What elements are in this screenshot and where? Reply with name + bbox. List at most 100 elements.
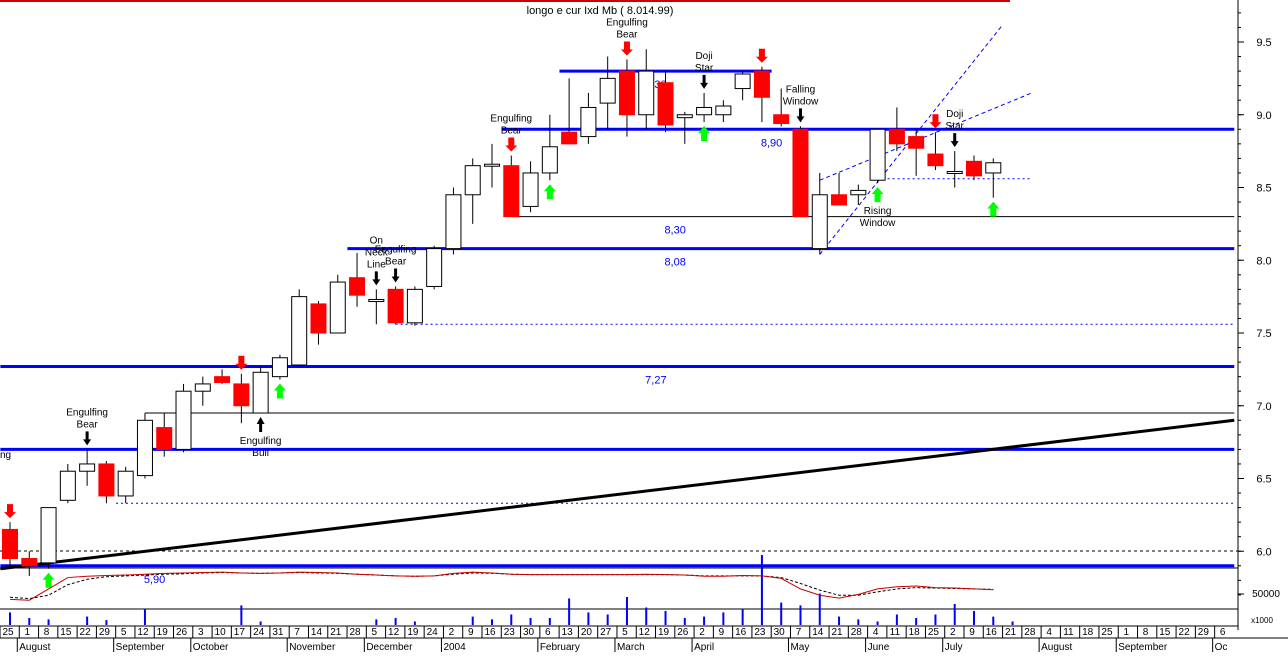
x-tick-label: 18	[1082, 627, 1094, 638]
y-tick-label: 8.0	[1256, 255, 1271, 267]
month-label: Oc	[1215, 642, 1228, 652]
bull-candle-body	[368, 299, 385, 303]
x-tick-label: 13	[562, 627, 574, 638]
x-tick-label: 6	[545, 627, 551, 638]
candle	[136, 413, 153, 479]
pattern-label: Engulfing	[375, 244, 417, 255]
pattern-signal	[235, 355, 248, 370]
candle	[233, 373, 250, 424]
x-tick-label: 25	[1101, 627, 1113, 638]
month-label: August	[1041, 642, 1072, 652]
bull-candle-body	[484, 163, 500, 167]
x-tick-label: 20	[581, 627, 593, 638]
candle	[811, 172, 828, 255]
candles	[2, 49, 1002, 576]
long-term-trend-line	[0, 418, 1235, 571]
bull-candle-body	[946, 170, 963, 174]
candle	[908, 129, 925, 176]
pattern-label: Engulfing	[606, 17, 648, 28]
candle	[214, 369, 231, 384]
down-arrow-icon	[950, 133, 959, 148]
bull-candle-body	[734, 73, 751, 90]
bull-candle-body	[194, 383, 211, 392]
month-label: November	[289, 642, 336, 652]
bear-candle-body	[503, 165, 520, 218]
bull-candle-body	[522, 172, 539, 207]
candle	[715, 100, 732, 123]
x-tick-label: 23	[754, 627, 766, 638]
level-label: 5,90	[144, 574, 165, 586]
x-tick-label: 8	[44, 627, 50, 638]
pattern-label: Doji	[695, 51, 712, 62]
y-tick-label: 6.5	[1256, 474, 1271, 486]
candle	[445, 187, 462, 255]
x-tick-label: 7	[796, 627, 802, 638]
x-tick-label: 4	[873, 627, 879, 638]
candle	[734, 71, 751, 101]
x-tick-label: 21	[831, 627, 843, 638]
x-tick-label: 31	[272, 627, 284, 638]
pattern-label: Engulfing	[240, 436, 282, 447]
month-label: August	[19, 642, 50, 652]
bear-candle-body	[753, 70, 770, 98]
volume-bars	[9, 555, 1014, 625]
candle	[349, 252, 366, 307]
bull-candle-body	[850, 189, 867, 196]
chart-title: longo e cur Ixd Mb ( 8.014.99)	[527, 5, 674, 17]
x-tick-label: 18	[909, 627, 921, 638]
pattern-label: Bear	[616, 29, 638, 40]
pattern-label: On	[370, 235, 383, 246]
candle	[79, 449, 96, 486]
down-arrow-icon	[700, 74, 709, 89]
x-tick-label: 16	[986, 627, 998, 638]
bull-candle-body	[811, 194, 828, 250]
x-tick-label: 21	[1005, 627, 1017, 638]
pattern-signal	[273, 383, 286, 399]
pattern-signal	[4, 504, 16, 519]
x-tick-label: 19	[658, 627, 670, 638]
down-arrow-icon	[372, 271, 381, 286]
pattern-signals: EngulfingBearEngulfingBullOnNeckLineEngu…	[0, 17, 1000, 588]
trend-lines	[0, 24, 1235, 571]
candle	[773, 88, 790, 127]
pattern-label: Bear	[385, 256, 407, 267]
pattern-label: Falling	[786, 84, 815, 95]
candle	[888, 107, 905, 152]
down-arrow-icon	[929, 114, 942, 129]
x-tick-label: 1	[24, 627, 30, 638]
y-tick-label: 9.5	[1256, 37, 1271, 49]
month-label: March	[617, 642, 645, 652]
down-arrow-icon	[83, 431, 92, 446]
bear-candle-body	[792, 128, 809, 218]
pattern-signal	[543, 184, 556, 200]
x-tick-label: 15	[60, 627, 72, 638]
candle	[426, 245, 443, 290]
y-tick-label: 7.5	[1256, 328, 1271, 340]
month-label: February	[540, 642, 580, 652]
x-tick-label: 5	[372, 627, 378, 638]
channel-line	[819, 92, 1033, 181]
candle	[657, 71, 674, 133]
pattern-label: Window	[783, 96, 819, 107]
x-tick-label: 25	[2, 627, 14, 638]
x-tick-label: 28	[851, 627, 863, 638]
candle	[561, 78, 578, 145]
x-tick-label: 28	[1024, 627, 1036, 638]
x-tick-label: 2	[699, 627, 705, 638]
candle	[522, 161, 539, 213]
bear-candle-body	[349, 277, 366, 296]
x-tick-label: 16	[484, 627, 496, 638]
bull-candle-body	[715, 105, 732, 116]
candle	[831, 172, 848, 206]
candle	[194, 376, 211, 406]
candle	[2, 522, 18, 566]
bear-candle-body	[773, 114, 790, 124]
volume-unit-label: x1000	[1251, 616, 1273, 625]
x-tick-label: 12	[388, 627, 400, 638]
